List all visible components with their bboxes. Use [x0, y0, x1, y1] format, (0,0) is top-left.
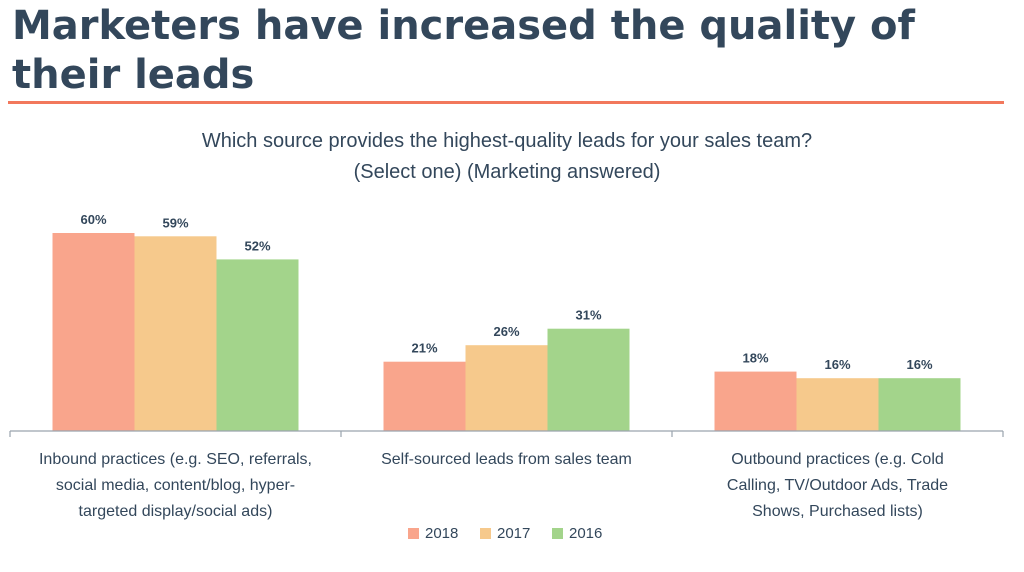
bar-2016-cat2: [547, 328, 630, 431]
value-label-2018-cat1: 60%: [80, 212, 106, 227]
category-labels-group: Inbound practices (e.g. SEO, referrals, s…: [39, 451, 948, 520]
chart-subtitle: (Select one) (Marketing answered): [354, 161, 661, 183]
bar-2017-cat3: [796, 378, 879, 431]
slide-title: Marketers have increased the quality of …: [12, 3, 915, 98]
legend-label-2018: 2018: [425, 525, 458, 542]
bar-2017-cat1: [134, 236, 217, 431]
category-label-1-line-1: Inbound practices (e.g. SEO, referrals,: [39, 451, 312, 468]
value-label-2017-cat2: 26%: [493, 324, 519, 339]
bar-2018-cat1: [52, 233, 135, 431]
x-axis: [9, 430, 1004, 437]
bar-2018-cat2: [383, 361, 466, 431]
bar-2017-cat2: [465, 345, 548, 431]
bars-group: [52, 233, 961, 431]
title-underline: [8, 101, 1004, 104]
value-label-2018-cat2: 21%: [411, 341, 437, 356]
category-label-3-line-2: Calling, TV/Outdoor Ads, Trade: [727, 477, 948, 494]
legend-label-2017: 2017: [497, 525, 530, 542]
legend-swatch-2016: [552, 528, 563, 539]
bar-chart: Which source provides the highest-qualit…: [9, 130, 1004, 542]
value-label-2016-cat3: 16%: [906, 357, 932, 372]
category-label-1-line-3: targeted display/social ads): [79, 503, 273, 520]
legend-label-2016: 2016: [569, 525, 602, 542]
bar-2016-cat1: [216, 259, 299, 431]
value-label-2016-cat1: 52%: [244, 238, 270, 253]
value-label-2016-cat2: 31%: [575, 308, 601, 323]
value-label-2018-cat3: 18%: [742, 351, 768, 366]
legend-swatch-2017: [480, 528, 491, 539]
value-label-2017-cat1: 59%: [162, 215, 188, 230]
value-label-2017-cat3: 16%: [824, 357, 850, 372]
legend: 2018 2017 2016: [408, 525, 602, 542]
category-label-1-line-2: social media, content/blog, hyper-: [56, 477, 295, 494]
category-label-3-line-3: Shows, Purchased lists): [752, 503, 923, 520]
bar-2016-cat3: [878, 378, 961, 431]
bar-2018-cat3: [714, 371, 797, 431]
category-label-3-line-1: Outbound practices (e.g. Cold: [731, 451, 944, 468]
legend-swatch-2018: [408, 528, 419, 539]
category-label-2-line-1: Self-sourced leads from sales team: [381, 451, 632, 468]
chart-title: Which source provides the highest-qualit…: [202, 130, 812, 152]
value-labels-group: 60% 59% 52% 21% 26% 31% 18% 16% 16%: [80, 212, 932, 372]
